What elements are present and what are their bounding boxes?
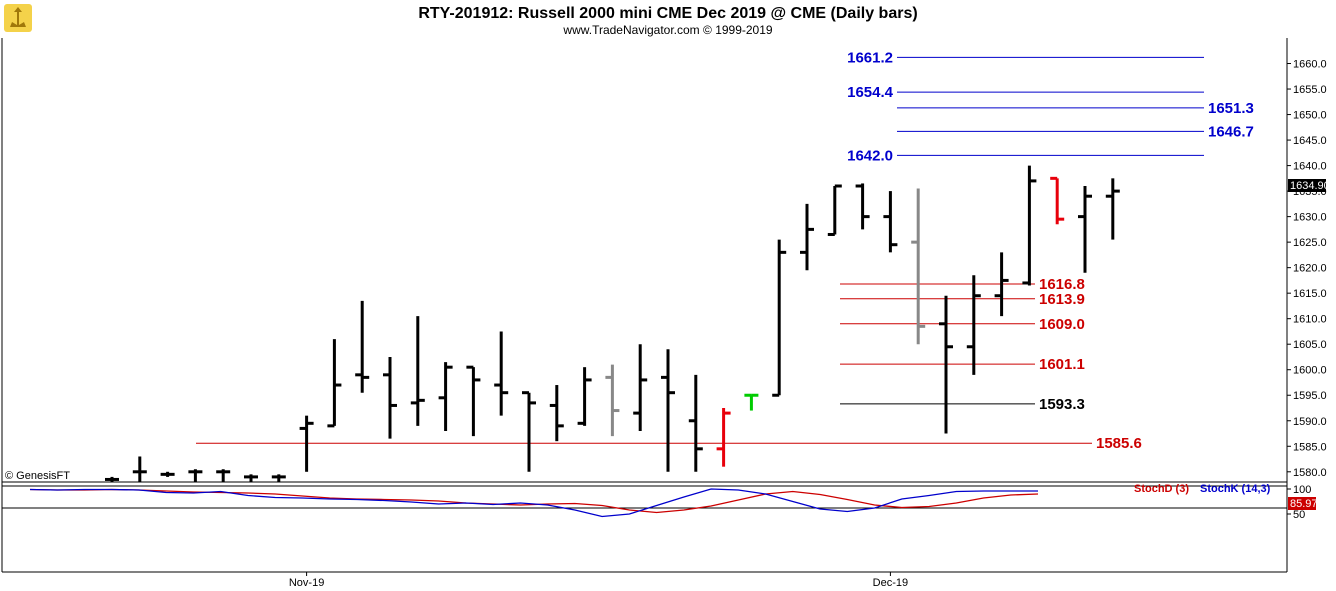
price-tick-label: 1660.0 — [1293, 59, 1327, 71]
price-tick-label: 1645.0 — [1293, 135, 1327, 147]
chart-frame — [1, 38, 1288, 573]
price-axis: 1580.0 1585.0 1590.0 1595.0 1600.0 1605.0 1610… — [1287, 59, 1327, 479]
level-label: 1613.9 — [1039, 291, 1085, 308]
price-tick-label: 1620.0 — [1293, 263, 1327, 275]
price-tick-label: 1625.0 — [1293, 237, 1327, 249]
indicator-tick-label: 50 — [1293, 509, 1305, 521]
indicator-series-line — [29, 488, 1038, 518]
price-bars — [105, 165, 1120, 482]
price-tick-label: 1655.0 — [1293, 84, 1327, 96]
level-label: 1661.2 — [847, 49, 893, 66]
level-label: 1654.4 — [847, 84, 894, 101]
last-price-badge: 1634.90 — [1288, 179, 1330, 192]
level-label: 1651.3 — [1208, 100, 1254, 117]
price-tick-label: 1605.0 — [1293, 339, 1327, 351]
level-label: 1601.1 — [1039, 356, 1085, 373]
indicator-axis: 50 100 — [1287, 484, 1311, 521]
date-tick-label: Nov-19 — [289, 577, 324, 589]
legend-stochK: StochK (14,3) — [1200, 483, 1271, 495]
date-axis: Nov-19 Dec-19 — [289, 572, 908, 589]
indicator-lines — [29, 488, 1039, 518]
price-tick-label: 1590.0 — [1293, 416, 1327, 428]
chart-title: RTY-201912: Russell 2000 mini CME Dec 20… — [418, 5, 917, 22]
level-label: 1585.6 — [1096, 435, 1142, 452]
copyright-label: © GenesisFT — [5, 470, 70, 482]
price-tick-label: 1595.0 — [1293, 390, 1327, 402]
indicator-value-label: 85.97 — [1290, 498, 1318, 510]
price-tick-label: 1580.0 — [1293, 467, 1327, 479]
logo-icon — [4, 4, 32, 32]
price-tick-label: 1600.0 — [1293, 365, 1327, 377]
price-tick-label: 1640.0 — [1293, 161, 1327, 173]
indicator-tick-label: 100 — [1293, 484, 1311, 496]
date-tick-label: Dec-19 — [873, 577, 908, 589]
price-tick-label: 1585.0 — [1293, 441, 1327, 453]
level-label: 1646.7 — [1208, 123, 1254, 140]
level-label: 1609.0 — [1039, 316, 1085, 333]
price-tick-label: 1630.0 — [1293, 212, 1327, 224]
chart-subtitle: www.TradeNavigator.com © 1999-2019 — [562, 23, 772, 37]
price-tick-label: 1615.0 — [1293, 288, 1327, 300]
level-label: 1616.8 — [1039, 276, 1085, 293]
price-tick-label: 1610.0 — [1293, 314, 1327, 326]
last-price-label: 1634.90 — [1290, 180, 1330, 192]
level-label: 1642.0 — [847, 147, 893, 164]
indicator-value-badge: 85.97 — [1288, 497, 1318, 510]
legend-stochD: StochD (3) — [1134, 483, 1189, 495]
level-label: 1593.3 — [1039, 396, 1085, 413]
price-levels: 1661.2 1654.4 1651.3 1646.7 1642.0 1616.81613… — [196, 49, 1254, 452]
price-tick-label: 1650.0 — [1293, 110, 1327, 122]
